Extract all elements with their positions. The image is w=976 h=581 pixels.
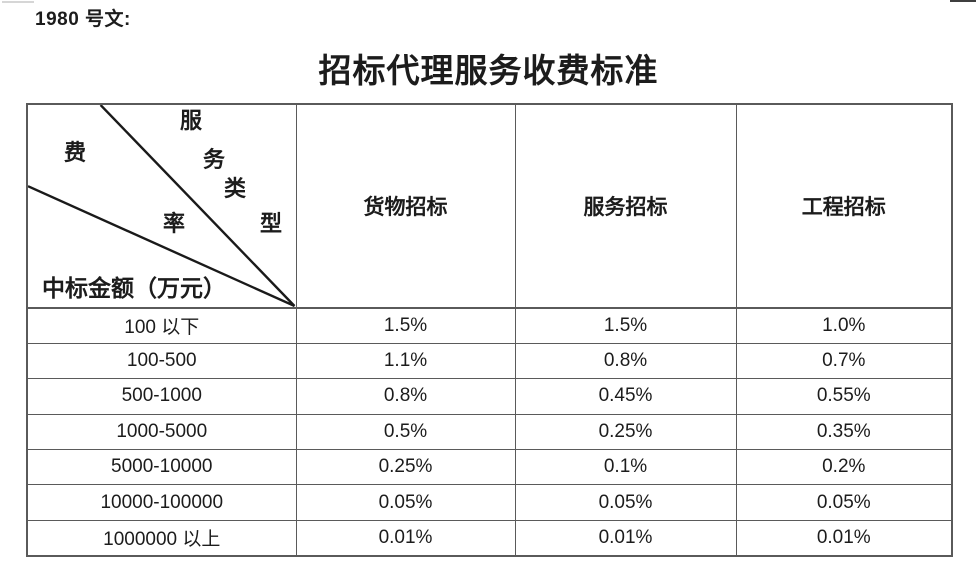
fee-value-cell: 0.05%: [735, 484, 953, 521]
table-row: 10000-100000 0.05% 0.05% 0.05%: [26, 484, 953, 521]
table-row: 1000-5000 0.5% 0.25% 0.35%: [26, 413, 953, 451]
table-row: 5000-10000 0.25% 0.1% 0.2%: [26, 449, 953, 486]
table-header-row: 费 率 服 务 类 型 中标金额（万元） 货物招标 服务招标 工程招标: [26, 103, 953, 309]
table-row: 100 以下 1.5% 1.5% 1.0%: [26, 307, 953, 344]
column-header-goods-bidding: 货物招标: [295, 103, 516, 309]
fee-value-cell: 0.01%: [735, 519, 953, 557]
fee-value-cell: 0.45%: [514, 378, 737, 415]
fee-value-cell: 0.01%: [295, 519, 516, 557]
fee-standard-table: 费 率 服 务 类 型 中标金额（万元） 货物招标 服务招标 工程招标 100 …: [26, 103, 953, 557]
fee-value-cell: 1.1%: [295, 342, 516, 380]
fee-value-cell: 0.25%: [514, 413, 737, 451]
fee-value-cell: 0.2%: [735, 449, 953, 486]
top-left-edge-mark: [2, 1, 34, 3]
fee-value-cell: 0.7%: [735, 342, 953, 380]
row-label-amount-range: 100 以下: [26, 307, 297, 344]
fee-value-cell: 1.5%: [514, 307, 737, 344]
row-label-amount-range: 100-500: [26, 342, 297, 380]
column-header-service-bidding: 服务招标: [514, 103, 737, 309]
fee-value-cell: 0.8%: [295, 378, 516, 415]
corner-label-fee-char-1: 费: [64, 140, 87, 165]
diagonal-divider-lines-icon: [28, 105, 295, 306]
corner-label-type-char-3: 类: [224, 176, 247, 201]
page-title: 招标代理服务收费标准: [318, 54, 659, 90]
fee-value-cell: 0.8%: [514, 342, 737, 380]
corner-label-type-char-2: 务: [203, 147, 226, 172]
table-row: 100-500 1.1% 0.8% 0.7%: [26, 342, 953, 380]
fee-value-cell: 0.5%: [295, 413, 516, 451]
table-row: 500-1000 0.8% 0.45% 0.55%: [26, 378, 953, 415]
top-right-edge-mark: [950, 0, 976, 2]
diagonal-corner-cell: 费 率 服 务 类 型 中标金额（万元）: [26, 103, 297, 309]
fee-value-cell: 0.55%: [735, 378, 953, 415]
doc-number-label: 1980 号文:: [35, 9, 131, 30]
fee-value-cell: 0.01%: [514, 519, 737, 557]
corner-label-type-char-1: 服: [180, 108, 203, 133]
row-label-amount-range: 1000-5000: [26, 413, 297, 451]
row-label-amount-range: 10000-100000: [26, 484, 297, 521]
row-label-amount-range: 5000-10000: [26, 449, 297, 486]
corner-label-amount: 中标金额（万元）: [42, 276, 226, 301]
corner-label-fee-char-2: 率: [163, 211, 186, 236]
column-header-works-bidding: 工程招标: [735, 103, 953, 309]
fee-value-cell: 0.1%: [514, 449, 737, 486]
fee-value-cell: 0.35%: [735, 413, 953, 451]
fee-value-cell: 0.05%: [295, 484, 516, 521]
fee-value-cell: 0.05%: [514, 484, 737, 521]
fee-value-cell: 1.5%: [295, 307, 516, 344]
fee-value-cell: 1.0%: [735, 307, 953, 344]
fee-value-cell: 0.25%: [295, 449, 516, 486]
row-label-amount-range: 500-1000: [26, 378, 297, 415]
row-label-amount-range: 1000000 以上: [26, 519, 297, 557]
corner-label-type-char-4: 型: [260, 211, 283, 236]
table-row: 1000000 以上 0.01% 0.01% 0.01%: [26, 519, 953, 557]
